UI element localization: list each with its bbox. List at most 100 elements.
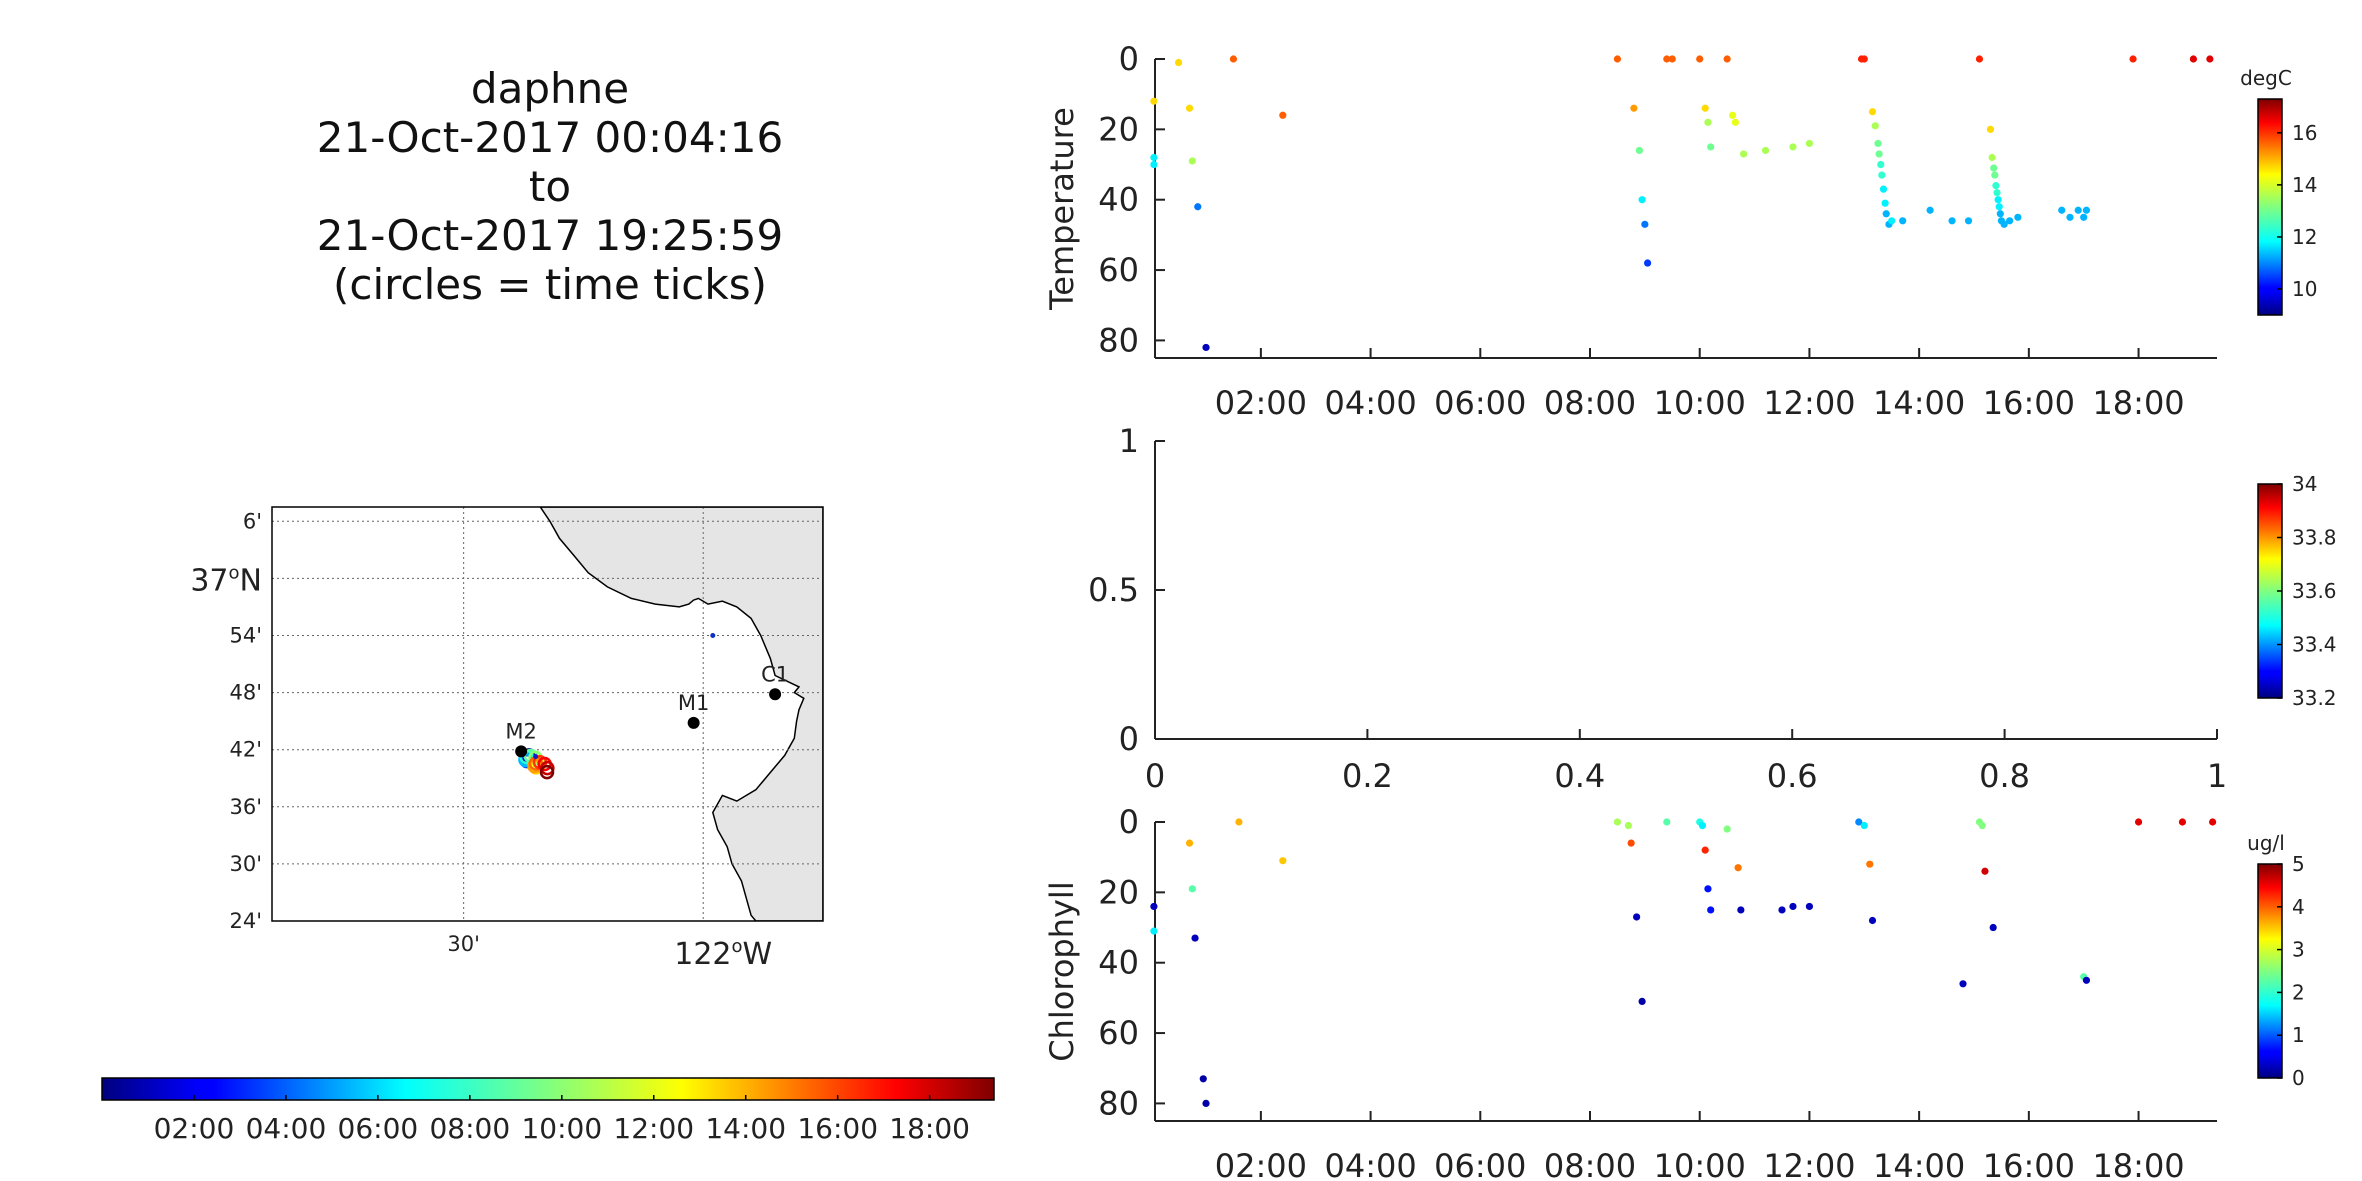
y-tick-label: 1 — [1119, 422, 1139, 460]
colorbar-tick-label: 12 — [2292, 225, 2317, 249]
data-point — [2209, 818, 2217, 826]
data-point — [1663, 818, 1671, 826]
data-point — [1860, 821, 1868, 830]
data-point — [1638, 997, 1646, 1006]
data-point — [2006, 217, 2014, 225]
map-frame — [271, 506, 824, 922]
x-tick-label: 10:00 — [1654, 384, 1746, 422]
data-point — [1789, 902, 1797, 911]
data-point — [1948, 217, 1956, 225]
data-point — [1174, 58, 1183, 67]
to-label: to — [528, 162, 572, 211]
x-tick-label: 06:00 — [1434, 1147, 1526, 1181]
x-tick-label: 02:00 — [1215, 384, 1307, 422]
data-point — [1188, 885, 1196, 893]
data-point — [1635, 146, 1643, 155]
data-point — [1185, 104, 1194, 112]
station-marker — [769, 688, 782, 701]
hemisphere: N — [240, 563, 262, 598]
data-point — [2066, 213, 2074, 221]
data-point — [1729, 111, 1737, 119]
x-tick-label: 0 — [1145, 757, 1165, 795]
colorbar-tick-label: 1 — [2292, 1023, 2305, 1047]
x-tick-label: 0.6 — [1767, 757, 1818, 795]
time-colorbar-tick-label: 14:00 — [705, 1112, 786, 1145]
x-tick-label: 18:00 — [2092, 384, 2184, 422]
data-point — [1789, 143, 1797, 151]
data-point — [1235, 818, 1243, 826]
data-point — [1888, 217, 1896, 225]
start-time: 21-Oct-2017 00:04:16 — [316, 113, 784, 162]
x-tick-label: 0.2 — [1342, 757, 1393, 795]
x-tick-label: 10:00 — [1654, 1147, 1746, 1181]
data-point — [1638, 196, 1646, 204]
data-point — [2080, 213, 2088, 221]
data-point — [1150, 97, 1158, 105]
time-colorbar-tick-label: 18:00 — [889, 1112, 970, 1145]
y-axis-label: Chlorophyll — [1043, 881, 1081, 1061]
data-point — [1868, 916, 1877, 925]
data-point — [1644, 259, 1652, 267]
data-point — [1734, 864, 1742, 872]
lon-tick-label: 122oW — [674, 936, 772, 972]
x-tick-label: 02:00 — [1215, 1147, 1307, 1181]
x-tick-label: 12:00 — [1763, 384, 1855, 422]
data-point — [2074, 206, 2082, 214]
lat-tick-label: 37oN — [190, 562, 262, 598]
track-point — [710, 632, 716, 638]
y-tick-label: 0 — [1119, 40, 1139, 78]
data-point — [1704, 885, 1712, 893]
x-tick-label: 14:00 — [1873, 384, 1965, 422]
data-point — [1855, 818, 1863, 826]
data-point — [1991, 171, 1999, 179]
data-point — [1959, 980, 1967, 988]
station-marker — [515, 745, 528, 758]
lat-tick-label: 6' — [243, 509, 262, 533]
data-point — [1150, 927, 1158, 935]
data-point — [2014, 213, 2022, 221]
colorbar-tick-label: 10 — [2292, 277, 2317, 301]
y-tick-label: 0 — [1119, 803, 1139, 841]
data-point — [1989, 923, 1997, 932]
x-tick-label: 1 — [2207, 757, 2227, 795]
data-point — [1899, 217, 1907, 225]
data-point — [1875, 150, 1883, 158]
data-point — [1978, 821, 1986, 830]
data-point — [1229, 55, 1238, 63]
data-point — [2129, 55, 2137, 63]
data-point — [1194, 203, 1202, 211]
degree-sign: o — [229, 562, 240, 583]
x-tick-label: 16:00 — [1983, 1147, 2075, 1181]
colorbar-tick-label: 34 — [2292, 472, 2317, 496]
y-axis-label: Temperature — [1043, 107, 1081, 311]
data-point — [1868, 108, 1877, 116]
data-point — [1191, 934, 1199, 942]
time-colorbar-tick-label: 10:00 — [521, 1112, 602, 1145]
data-point — [1150, 902, 1158, 911]
colorbar-tick-label: 14 — [2292, 173, 2317, 197]
data-point — [1805, 139, 1814, 148]
x-tick-label: 12:00 — [1763, 1147, 1855, 1181]
colorbar-tick-label: 33.6 — [2292, 579, 2337, 603]
data-point — [2206, 55, 2214, 63]
data-point — [2178, 818, 2187, 826]
data-point — [1882, 210, 1890, 218]
data-point — [1668, 55, 1676, 63]
colorbar-tick-label: 3 — [2292, 938, 2305, 962]
data-point — [1871, 122, 1879, 130]
data-point — [1993, 189, 2001, 197]
data-point — [1986, 125, 1995, 133]
y-tick-label: 60 — [1098, 251, 1139, 289]
data-point — [1188, 157, 1196, 165]
data-point — [1723, 55, 1731, 63]
data-point — [1995, 203, 2003, 211]
y-tick-label: 60 — [1098, 1014, 1139, 1052]
data-point — [1624, 821, 1633, 830]
y-tick-label: 0 — [1119, 720, 1139, 758]
station-label: C1 — [761, 662, 789, 686]
data-point — [1707, 906, 1715, 914]
data-point — [1874, 139, 1882, 148]
x-tick-label: 08:00 — [1544, 384, 1636, 422]
colorbar — [2257, 863, 2283, 1079]
